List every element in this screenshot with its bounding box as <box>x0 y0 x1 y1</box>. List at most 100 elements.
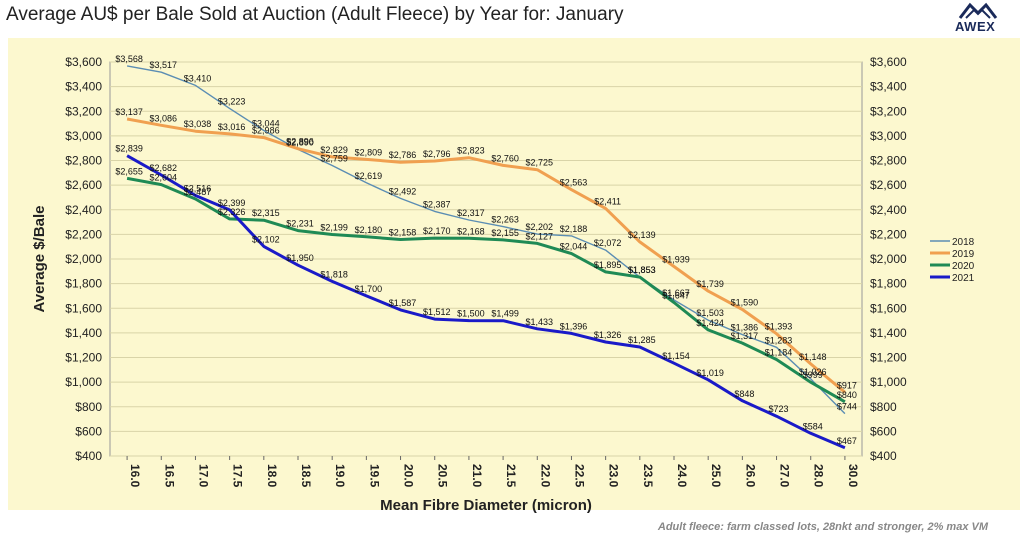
x-axis-label: Mean Fibre Diameter (micron) <box>380 497 592 514</box>
data-label-2018: $3,410 <box>184 73 212 83</box>
y-tick-label-right: $3,000 <box>870 129 907 143</box>
y-tick-label: $800 <box>75 400 102 414</box>
data-label-2018: $3,044 <box>252 118 280 128</box>
y-tick-label: $2,800 <box>65 154 102 168</box>
y-tick-label-right: $3,600 <box>870 55 907 69</box>
x-tick-label: 26.0 <box>743 464 757 488</box>
y-tick-label-right: $1,600 <box>870 301 907 315</box>
y-tick-label: $2,400 <box>65 203 102 217</box>
y-tick-label: $2,200 <box>65 227 102 241</box>
data-label-2018: $2,202 <box>526 222 554 232</box>
data-label-2019: $2,411 <box>594 196 621 206</box>
data-label-2021: $2,839 <box>115 144 143 154</box>
data-label-2020: $2,180 <box>355 225 383 235</box>
data-label-2021: $1,587 <box>389 298 417 308</box>
data-label-2021: $2,102 <box>252 234 280 244</box>
y-tick-label-right: $1,800 <box>870 277 907 291</box>
data-label-2021: $2,682 <box>150 163 178 173</box>
y-tick-label: $600 <box>75 424 102 438</box>
data-label-2020: $1,424 <box>696 318 724 328</box>
data-label-2020: $1,895 <box>594 260 622 270</box>
x-tick-label: 18.5 <box>299 464 313 488</box>
y-tick-label: $1,800 <box>65 277 102 291</box>
data-label-2019: $2,563 <box>560 178 588 188</box>
data-label-2019: $2,725 <box>526 158 554 168</box>
series-line-2021 <box>126 154 846 450</box>
data-label-2021: $1,700 <box>355 284 383 294</box>
y-tick-label: $3,200 <box>65 104 102 118</box>
data-label-2018: $2,492 <box>389 186 417 196</box>
x-tick-label: 18.0 <box>265 464 279 488</box>
data-label-2018: $1,283 <box>765 335 793 345</box>
y-tick-label-right: $2,800 <box>870 154 907 168</box>
data-label-2020: $2,155 <box>491 228 519 238</box>
data-label-2020: $2,604 <box>150 173 178 183</box>
x-tick-label: 25.0 <box>709 464 723 488</box>
data-label-2020: $2,044 <box>560 242 588 252</box>
data-label-2018: $2,387 <box>423 199 451 209</box>
x-tick-label: 24.0 <box>675 464 689 488</box>
data-label-2019: $3,016 <box>218 122 246 132</box>
x-tick-label: 19.5 <box>367 464 381 488</box>
data-label-2020: $2,127 <box>526 231 554 241</box>
y-tick-label-right: $2,400 <box>870 203 907 217</box>
data-label-2021: $1,326 <box>594 330 622 340</box>
legend-label-2021: 2021 <box>952 273 975 284</box>
data-label-2020: $2,170 <box>423 226 451 236</box>
data-label-2019: $1,148 <box>799 352 827 362</box>
data-label-2020: $1,184 <box>765 347 793 357</box>
data-label-2020: $1,647 <box>662 290 690 300</box>
data-label-2021: $1,500 <box>457 309 485 319</box>
data-label-2019: $917 <box>837 380 857 390</box>
legend-label-2020: 2020 <box>952 261 975 272</box>
data-label-2019: $2,896 <box>286 137 314 147</box>
y-tick-label-right: $400 <box>870 449 897 463</box>
y-tick-label: $1,200 <box>65 351 102 365</box>
data-label-2020: $1,317 <box>731 331 759 341</box>
x-tick-label: 22.5 <box>572 464 586 488</box>
y-tick-label: $1,000 <box>65 375 102 389</box>
x-axis-ticks: 16.0 16.5 17.0 17.5 18.0 18.5 19.0 19.5 20.0 20.5… <box>126 456 860 488</box>
y-tick-label-right: $800 <box>870 400 897 414</box>
data-label-2021: $1,154 <box>662 351 690 361</box>
legend-label-2018: 2018 <box>952 237 975 248</box>
chart-title: Average AU$ per Bale Sold at Auction (Ad… <box>6 4 624 25</box>
data-label-2018: $1,386 <box>731 323 759 333</box>
x-tick-label: 17.5 <box>231 464 245 488</box>
x-tick-label: 30.0 <box>846 464 860 488</box>
data-label-2021: $1,818 <box>320 269 348 279</box>
data-label-2019: $2,796 <box>423 149 451 159</box>
y-tick-label-right: $1,200 <box>870 351 907 365</box>
x-tick-label: 22.0 <box>538 464 552 488</box>
data-label-2018: $744 <box>837 402 857 412</box>
data-label-2019: $1,739 <box>696 279 724 289</box>
data-label-2021: $2,399 <box>218 198 246 208</box>
data-label-2020: $2,199 <box>320 222 348 232</box>
x-tick-label: 21.5 <box>504 464 518 488</box>
x-tick-label: 19.0 <box>333 464 347 488</box>
data-label-2018: $1,503 <box>696 308 724 318</box>
data-label-2018: $3,517 <box>150 60 178 70</box>
series-line-2020 <box>126 176 846 404</box>
series-lines <box>126 65 846 450</box>
data-label-2019: $3,137 <box>115 107 143 117</box>
y-axis-label: Average $/Bale <box>31 205 48 312</box>
data-label-2020: $2,655 <box>115 166 143 176</box>
data-label-2019: $2,786 <box>389 150 417 160</box>
x-tick-label: 21.0 <box>470 464 484 488</box>
y-tick-label: $1,400 <box>65 326 102 340</box>
legend-label-2019: 2019 <box>952 249 975 260</box>
data-label-2019: $1,939 <box>662 255 690 265</box>
data-label-2020: $1,853 <box>628 265 656 275</box>
y-tick-label-right: $3,200 <box>870 104 907 118</box>
data-label-2019: $3,038 <box>184 119 212 129</box>
y-tick-label: $2,000 <box>65 252 102 266</box>
data-label-2021: $848 <box>734 389 754 399</box>
y-axis-right-ticks: $3,600 $3,400 $3,200 $3,000 $2,800 $2,600 $2,4… <box>870 55 907 463</box>
y-tick-label: $3,000 <box>65 129 102 143</box>
y-axis-left-ticks: $3,600 $3,400 $3,200 $3,000 $2,800 $2,600 $2,4… <box>65 55 102 463</box>
y-tick-label-right: $1,000 <box>870 375 907 389</box>
data-label-2021: $467 <box>837 436 857 446</box>
footnote: Adult fleece: farm classed lots, 28nkt a… <box>657 521 988 533</box>
y-tick-label-right: $3,400 <box>870 80 907 94</box>
